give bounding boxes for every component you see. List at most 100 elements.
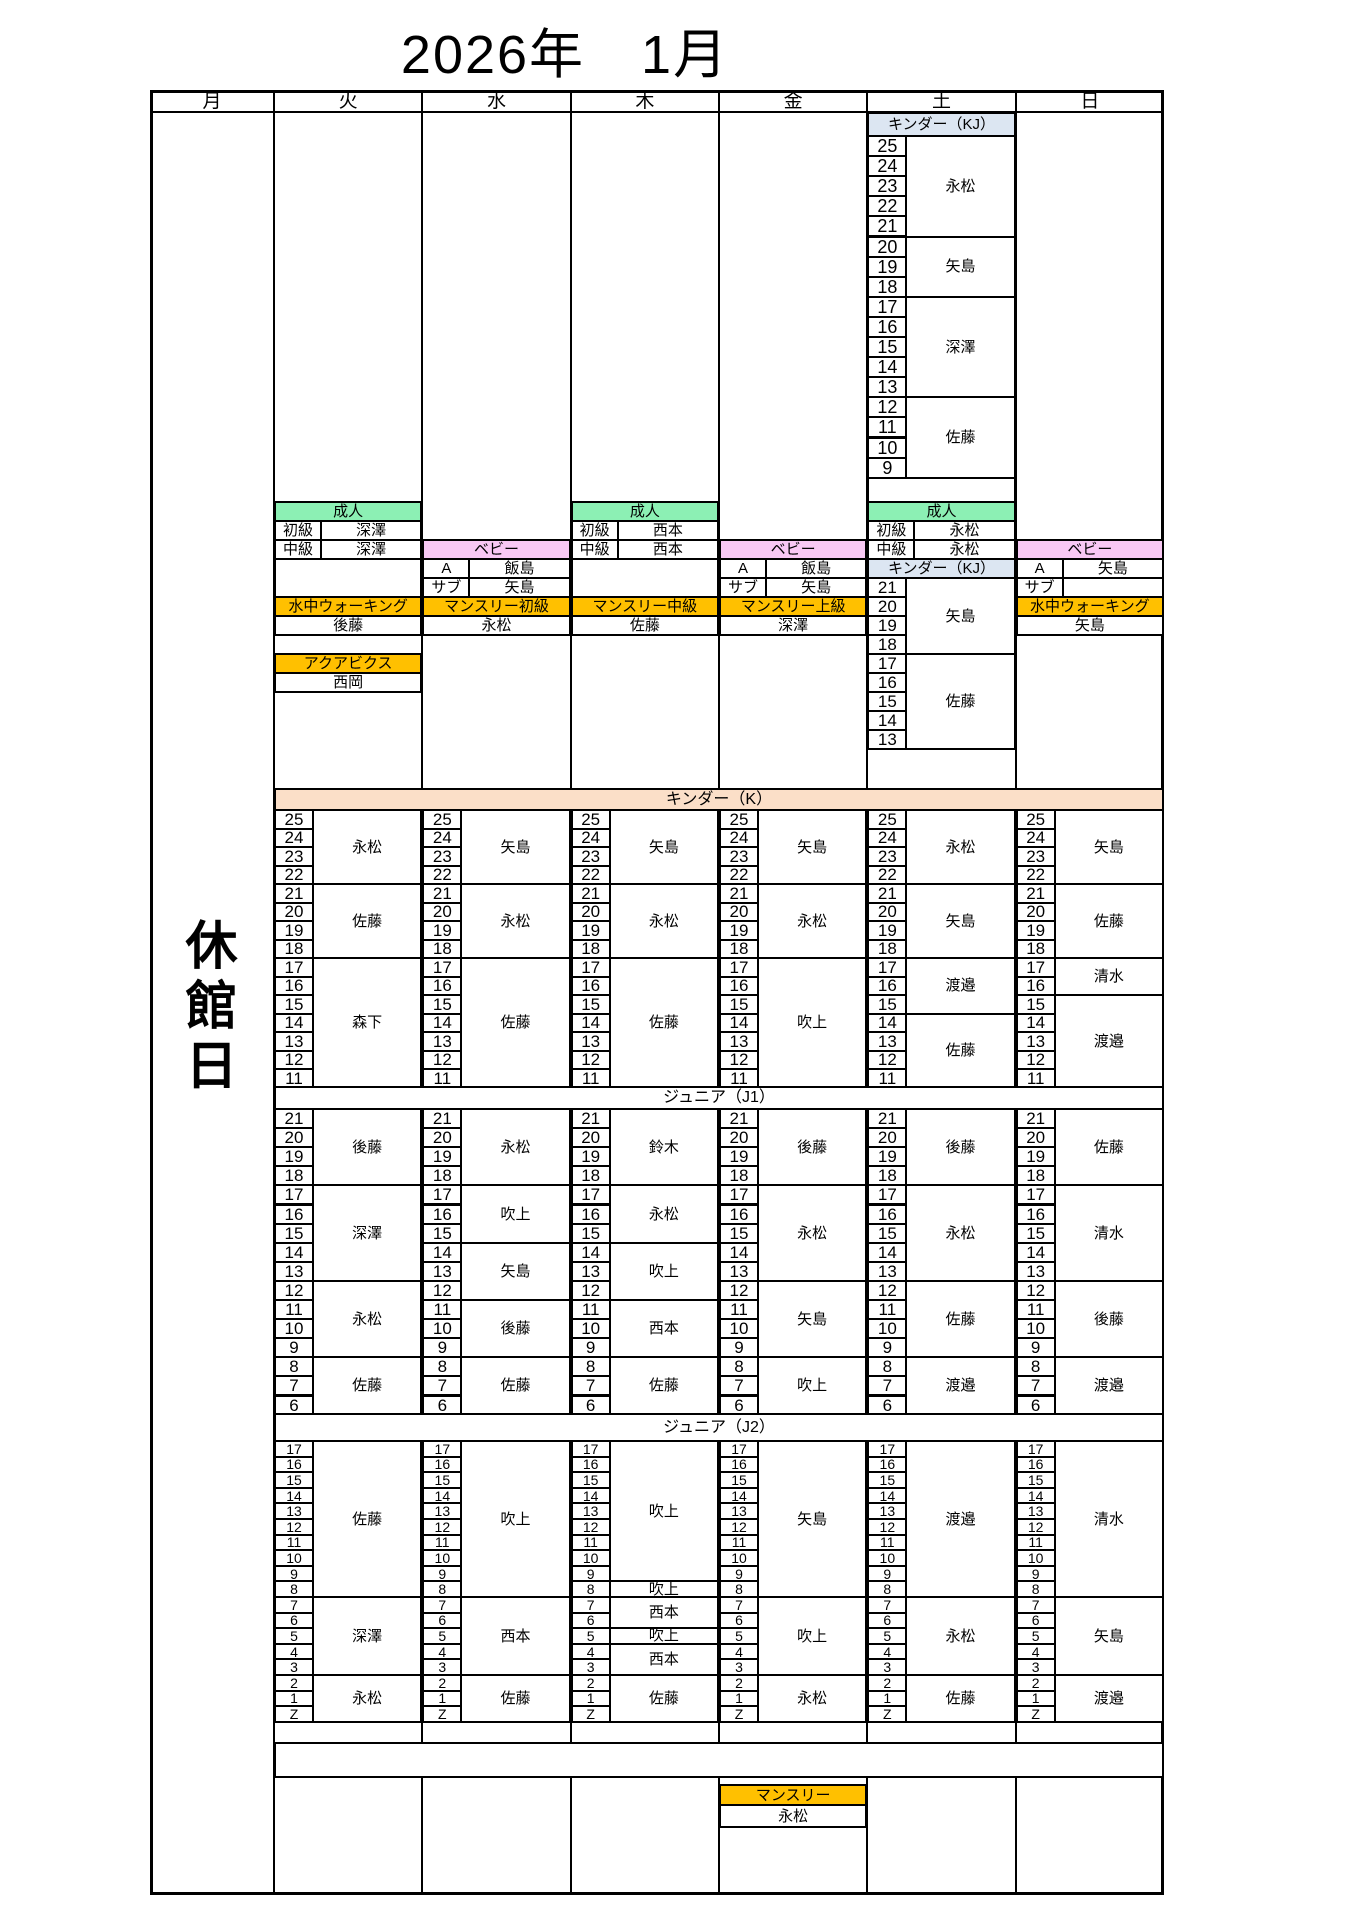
level-cell: 12 — [274, 1279, 314, 1301]
level-cell: 21 — [274, 1108, 314, 1130]
level-cell: 18 — [867, 275, 908, 298]
level-cell: 17 — [719, 1184, 759, 1206]
level-cell: 9 — [274, 1337, 314, 1359]
level-cell: 10 — [422, 1318, 463, 1340]
teacher-cell: 吹上 — [608, 1440, 719, 1583]
level-cell: 14 — [867, 1012, 908, 1033]
level-cell: 14 — [867, 710, 908, 731]
teacher-cell: 矢島 — [1061, 558, 1164, 579]
empty-cell — [867, 476, 1016, 503]
level-cell: 18 — [719, 1165, 759, 1187]
teacher-cell: 渡邉 — [1053, 1356, 1164, 1416]
teacher-cell: 永松 — [757, 1184, 868, 1282]
teacher-cell: 渡邉 — [905, 957, 1016, 1015]
level-cell: 18 — [422, 938, 463, 959]
teacher-cell: 永松 — [312, 1279, 423, 1359]
teacher-cell: 吹上 — [460, 1440, 571, 1598]
level-cell: 13 — [1015, 1260, 1056, 1282]
level-cell: 13 — [274, 1260, 314, 1282]
teacher-cell: 永松 — [422, 615, 571, 636]
level-cell: 12 — [867, 396, 908, 419]
level-cell: 13 — [1015, 1031, 1056, 1052]
level-cell: 23 — [1015, 846, 1056, 867]
level-cell: 14 — [422, 1486, 463, 1505]
teacher-cell: 矢島 — [757, 1279, 868, 1359]
level-cell: 13 — [719, 1031, 759, 1052]
teacher-cell: 佐藤 — [905, 1012, 1016, 1089]
level-cell: 16 — [274, 1455, 314, 1474]
level-cell: 23 — [719, 846, 759, 867]
teacher-cell: 矢島 — [757, 1440, 868, 1598]
teacher-cell: 矢島 — [905, 577, 1016, 655]
level-cell: 16 — [274, 975, 314, 996]
level-cell: 16 — [1015, 1203, 1056, 1225]
level-cell: 12 — [719, 1049, 759, 1070]
level-cell: 17 — [422, 957, 463, 978]
level-cell: 17 — [570, 1184, 611, 1206]
teacher-cell: 深澤 — [312, 1596, 423, 1676]
level-cell: 13 — [570, 1502, 611, 1520]
level-cell: 19 — [867, 255, 908, 278]
teacher-cell: 矢島 — [905, 883, 1016, 959]
level-cell: 17 — [274, 957, 314, 978]
level-cell: 18 — [867, 938, 908, 959]
level-cell: 7 — [274, 1375, 314, 1397]
monthly-teacher-cell: 永松 — [719, 1804, 868, 1828]
level-cell: 19 — [719, 920, 759, 941]
section-header-cell: ジュニア（J1） — [274, 1086, 1164, 1110]
program-header-cell: マンスリー初級 — [422, 596, 571, 617]
level-cell: Z — [867, 1705, 908, 1723]
level-cell: 13 — [422, 1260, 463, 1282]
level-cell: 11 — [719, 1299, 759, 1321]
level-cell: 13 — [867, 1260, 908, 1282]
level-cell: 25 — [570, 809, 611, 830]
level-cell: 19 — [867, 615, 908, 636]
level-cell: 21 — [274, 883, 314, 904]
level-cell: 9 — [1015, 1337, 1056, 1359]
level-cell: 14 — [274, 1241, 314, 1263]
teacher-cell: 後藤 — [905, 1108, 1016, 1187]
teacher-cell: 永松 — [913, 520, 1016, 541]
teacher-cell: 永松 — [757, 1674, 868, 1723]
level-cell: 13 — [274, 1031, 314, 1052]
level-cell: 22 — [867, 195, 908, 218]
teacher-cell: 矢島 — [1015, 615, 1164, 636]
level-cell: 14 — [719, 1486, 759, 1505]
teacher-cell: 佐藤 — [312, 1440, 423, 1598]
level-cell: 8 — [719, 1356, 759, 1378]
teacher-cell: 吹上 — [608, 1241, 719, 1301]
level-cell: 19 — [719, 1146, 759, 1168]
level-cell: 17 — [422, 1184, 463, 1206]
teacher-cell: 西岡 — [274, 672, 423, 693]
level-cell: 23 — [867, 846, 908, 867]
teacher-cell: 佐藤 — [1053, 1108, 1164, 1187]
teacher-cell: 清水 — [1053, 1184, 1164, 1282]
level-cell: 12 — [1015, 1049, 1056, 1070]
level-cell: 18 — [570, 1165, 611, 1187]
teacher-cell: 佐藤 — [608, 1674, 719, 1723]
teacher-cell: 矢島 — [608, 809, 719, 885]
level-cell: 24 — [570, 827, 611, 848]
level-cell: 12 — [274, 1049, 314, 1070]
level-cell: 25 — [1015, 809, 1056, 830]
teacher-cell: 永松 — [312, 809, 423, 885]
level-cell: 10 — [719, 1318, 759, 1340]
level-cell: 17 — [867, 957, 908, 978]
level-cell: 21 — [719, 1108, 759, 1130]
level-cell: 24 — [274, 827, 314, 848]
level-cell: 18 — [1015, 1165, 1056, 1187]
teacher-cell: 佐藤 — [570, 615, 719, 636]
level-cell: 14 — [274, 1012, 314, 1033]
teacher-cell: 深澤 — [312, 1184, 423, 1282]
teacher-cell: 矢島 — [468, 577, 571, 598]
level-cell: 15 — [867, 691, 908, 712]
teacher-cell: 佐藤 — [312, 1356, 423, 1416]
level-cell: 11 — [867, 1299, 908, 1321]
teacher-cell: 永松 — [913, 539, 1016, 560]
class-label-cell: 中級 — [274, 539, 322, 560]
level-cell: 14 — [422, 1012, 463, 1033]
level-cell: 10 — [867, 1318, 908, 1340]
level-cell: 17 — [719, 957, 759, 978]
kinder-kj-header-cell: キンダー（KJ） — [867, 558, 1016, 579]
